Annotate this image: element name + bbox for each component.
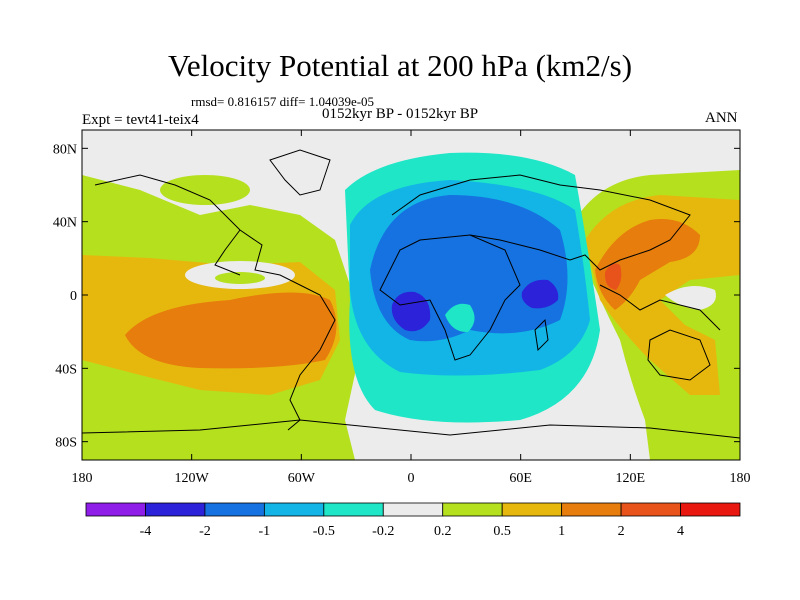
colorbar-swatch [562, 503, 621, 516]
map-plot-area [82, 130, 740, 460]
colorbar-label: 0.2 [434, 524, 452, 539]
colorbar: -4 -2 -1 -0.5 -0.2 0.2 0.5 1 2 4 [86, 503, 740, 539]
colorbar-label: -2 [199, 524, 211, 539]
lat-tick-label: 0 [70, 289, 77, 304]
lon-tick-label: 60E [509, 471, 532, 486]
lon-tick-label: 60W [288, 471, 316, 486]
colorbar-label: 0.5 [493, 524, 511, 539]
colorbar-swatch [443, 503, 502, 516]
lat-tick-label: 40S [55, 362, 77, 377]
colorbar-swatch [264, 503, 323, 516]
map-figure: 180 120W 60W 0 60E 120E 180 80N 40N 0 40S 80S -4 -2… [0, 0, 800, 600]
lat-tick-label: 40N [53, 216, 77, 231]
colorbar-label: -1 [259, 524, 271, 539]
colorbar-label: -0.5 [313, 524, 335, 539]
colorbar-swatch [383, 503, 442, 516]
lon-tick-label: 120E [616, 471, 646, 486]
contour-field [82, 130, 740, 460]
colorbar-swatch [205, 503, 264, 516]
colorbar-label: 1 [558, 524, 565, 539]
colorbar-swatch [145, 503, 204, 516]
lon-tick-label: 0 [408, 471, 415, 486]
colorbar-label: 4 [677, 524, 684, 539]
colorbar-swatch [86, 503, 145, 516]
lon-tick-label: 180 [72, 471, 93, 486]
colorbar-swatch [324, 503, 383, 516]
lon-tick-label: 180 [730, 471, 751, 486]
colorbar-label: -0.2 [372, 524, 394, 539]
colorbar-swatch [502, 503, 561, 516]
lat-tick-label: 80S [55, 436, 77, 451]
colorbar-swatch [621, 503, 680, 516]
lon-tick-label: 120W [175, 471, 210, 486]
colorbar-label: -4 [140, 524, 152, 539]
lat-tick-label: 80N [53, 142, 77, 157]
colorbar-label: 2 [618, 524, 625, 539]
colorbar-swatch [681, 503, 740, 516]
